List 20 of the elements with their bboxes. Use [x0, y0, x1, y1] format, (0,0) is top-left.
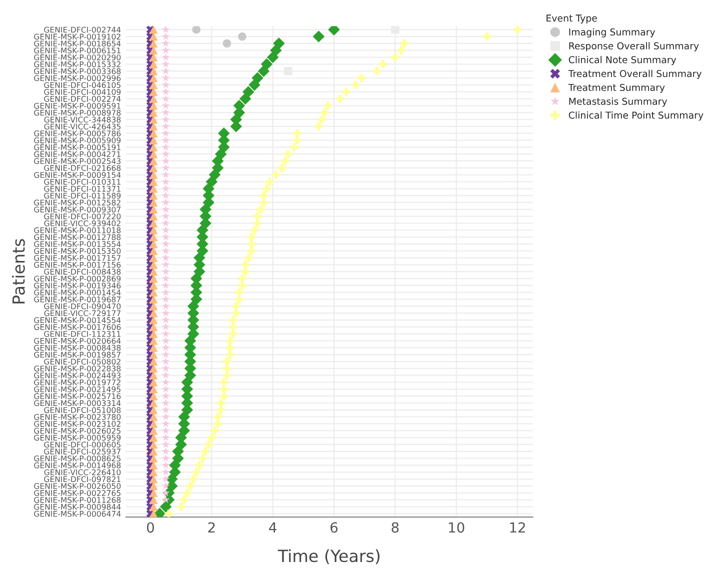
point [192, 26, 201, 34]
legend-title: Event Type [546, 14, 597, 24]
y-axis-title: Patients [12, 239, 25, 304]
x-tick-label: 0 [146, 522, 154, 533]
legend-label: Imaging Summary [569, 28, 656, 38]
x-tick-label: 4 [269, 522, 276, 533]
legend-label: Treatment Overall Summary [568, 70, 702, 79]
x-tick-label: 6 [330, 522, 338, 533]
x-tick-label: 8 [392, 522, 399, 533]
legend-label: Clinical Note Summary [568, 56, 676, 66]
x-tick-label: 12 [510, 522, 525, 533]
x-tick-label: 2 [208, 522, 215, 533]
point [238, 32, 246, 41]
point [222, 39, 232, 48]
legend-label: Response Overall Summary [569, 42, 699, 52]
legend-label: Clinical Time Point Summary [568, 111, 704, 121]
legend-label: Metastasis Summary [569, 98, 668, 107]
legend-label: Treatment Summary [568, 84, 665, 93]
x-tick-label: 10 [449, 522, 464, 533]
x-axis-title: Time (Years) [278, 549, 380, 564]
